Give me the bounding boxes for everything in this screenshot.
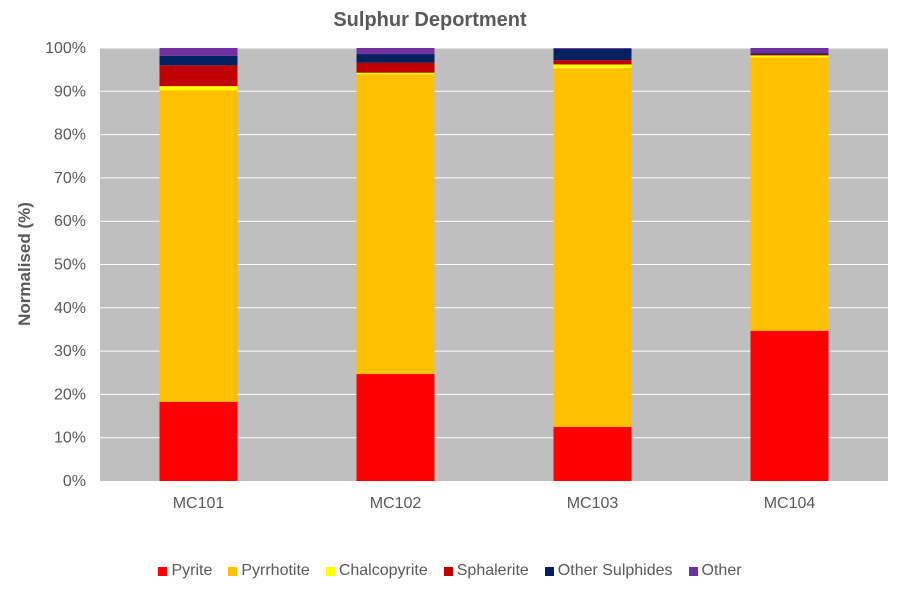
y-tick-label: 100% — [45, 40, 86, 57]
bar-segment — [553, 48, 632, 49]
y-tick-label: 0% — [63, 473, 86, 490]
legend-label: Sphalerite — [456, 562, 529, 579]
legend-swatch — [325, 566, 335, 576]
bar-segment — [356, 62, 435, 73]
chart-title: Sulphur Deportment — [333, 9, 527, 31]
y-tick-label: 90% — [54, 83, 86, 100]
legend-swatch — [688, 566, 698, 576]
bar-segment — [356, 54, 435, 63]
bar-segment — [159, 86, 238, 91]
legend-label: Other — [701, 562, 742, 579]
bars — [159, 48, 829, 481]
legend-entry: Pyrrhotite — [228, 562, 310, 580]
legend-entry: Pyrite — [158, 562, 212, 580]
legend-swatch — [443, 566, 453, 576]
bar-segment — [750, 53, 829, 55]
bar-segment — [750, 57, 829, 331]
y-axis-label: Normalised (%) — [15, 202, 34, 326]
bar-segment — [159, 401, 238, 481]
bar-segment — [553, 60, 632, 65]
bar-segment — [750, 54, 829, 56]
legend-label: Chalcopyrite — [338, 562, 428, 579]
legend: Pyrite Pyrrhotite Chalcopyrite Sphalerite Ot… — [0, 562, 900, 580]
legend-entry: Other — [688, 562, 742, 580]
x-axis-ticks: MC101 MC102 MC103 MC104 — [173, 495, 816, 512]
bar-segment — [159, 55, 238, 66]
legend-swatch — [228, 566, 238, 576]
x-tick-label: MC102 — [370, 495, 422, 512]
y-tick-label: 40% — [54, 300, 86, 317]
legend-swatch — [158, 566, 168, 576]
bar-segment — [553, 48, 632, 61]
x-tick-label: MC101 — [173, 495, 225, 512]
y-tick-label: 30% — [54, 343, 86, 360]
bar-segment — [553, 68, 632, 427]
y-tick-label: 20% — [54, 386, 86, 403]
bar-segment — [356, 72, 435, 75]
bar-segment — [750, 330, 829, 481]
legend-swatch — [544, 566, 554, 576]
y-tick-label: 10% — [54, 430, 86, 447]
bar-segment — [750, 55, 829, 58]
bar-segment — [356, 48, 435, 55]
x-tick-label: MC104 — [764, 495, 816, 512]
bar-segment — [553, 64, 632, 69]
y-axis-ticks: 0% 10% 20% 30% 40% 50% 60% 70% 80% 90% 100% — [45, 40, 86, 490]
legend-label: Other Sulphides — [557, 562, 673, 579]
bar-segment — [356, 74, 435, 375]
bar-segment — [750, 48, 829, 54]
legend-entry: Sphalerite — [443, 562, 529, 580]
legend-label: Pyrite — [171, 562, 213, 579]
y-tick-label: 70% — [54, 170, 86, 187]
x-tick-label: MC103 — [567, 495, 619, 512]
y-tick-label: 80% — [54, 127, 86, 144]
legend-entry: Chalcopyrite — [325, 562, 428, 580]
bar-segment — [356, 374, 435, 481]
y-tick-label: 50% — [54, 257, 86, 274]
bar-segment — [159, 90, 238, 402]
bar-segment — [159, 48, 238, 56]
y-tick-label: 60% — [54, 213, 86, 230]
bar-segment — [159, 65, 238, 87]
legend-label: Pyrrhotite — [241, 562, 310, 579]
bar-segment — [553, 426, 632, 481]
legend-entry: Other Sulphides — [544, 562, 673, 580]
